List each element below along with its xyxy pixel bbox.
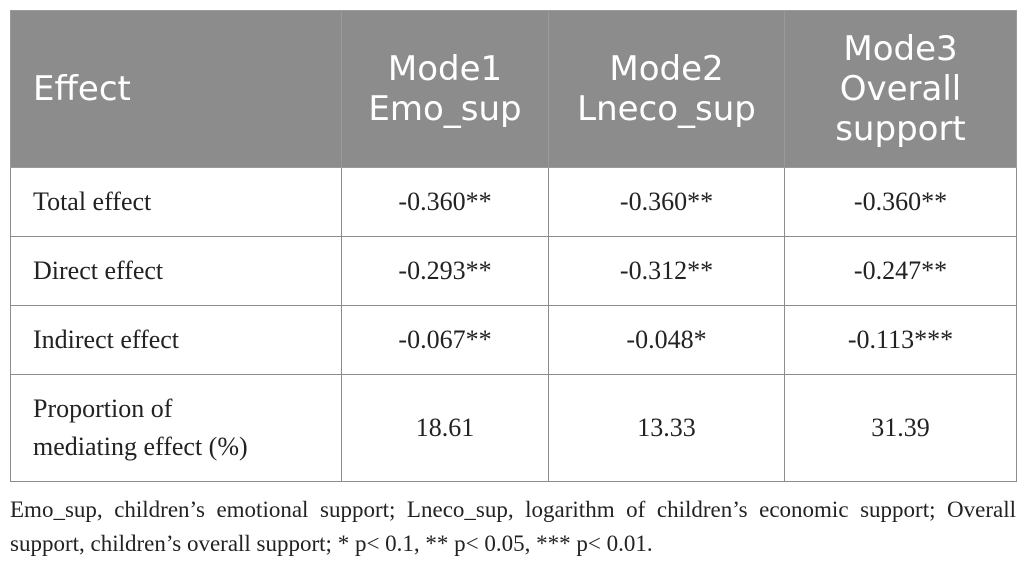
row-label: Indirect effect (10, 305, 342, 375)
row-label: Total effect (10, 167, 342, 237)
cell-mode3: -0.113*** (784, 305, 1017, 375)
results-table-container: Effect Mode1 Emo_sup Mode2 Lneco_sup Mod… (10, 10, 1017, 482)
table-row-direct-effect: Direct effect -0.293** -0.312** -0.247** (10, 236, 1017, 306)
table-footnote: Emo_sup, children’s emotional support; L… (10, 497, 1016, 556)
cell-mode1: -0.360** (341, 167, 549, 237)
cell-mode1: -0.293** (341, 236, 549, 306)
row-label: Direct effect (10, 236, 342, 306)
table-row-proportion: Proportion of mediating effect (%) 18.61… (10, 374, 1017, 482)
header-mode1: Mode1 Emo_sup (341, 10, 549, 168)
cell-mode2: -0.360** (548, 167, 785, 237)
header-row: Effect Mode1 Emo_sup Mode2 Lneco_sup Mod… (10, 10, 1017, 168)
table-row-total-effect: Total effect -0.360** -0.360** -0.360** (10, 167, 1017, 237)
cell-mode3: -0.247** (784, 236, 1017, 306)
cell-mode3: 31.39 (784, 374, 1017, 482)
cell-mode2: -0.048* (548, 305, 785, 375)
mediation-effects-table: Effect Mode1 Emo_sup Mode2 Lneco_sup Mod… (10, 10, 1017, 482)
row-label: Proportion of mediating effect (%) (10, 374, 342, 482)
table-row-indirect-effect: Indirect effect -0.067** -0.048* -0.113*… (10, 305, 1017, 375)
header-effect: Effect (10, 10, 342, 168)
header-mode3: Mode3 Overall support (784, 10, 1017, 168)
cell-mode1: 18.61 (341, 374, 549, 482)
cell-mode3: -0.360** (784, 167, 1017, 237)
header-mode2: Mode2 Lneco_sup (548, 10, 785, 168)
cell-mode2: -0.312** (548, 236, 785, 306)
cell-mode1: -0.067** (341, 305, 549, 375)
cell-mode2: 13.33 (548, 374, 785, 482)
